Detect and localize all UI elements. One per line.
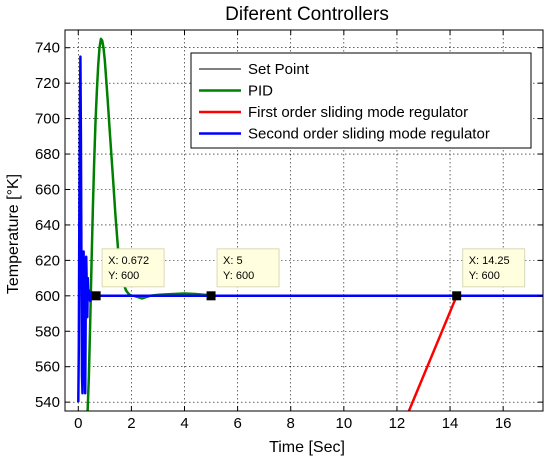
datatip-x-text: X: 14.25 bbox=[469, 255, 510, 267]
datatip-y-text: Y: 600 bbox=[469, 270, 500, 282]
axis-ticks: 0 2 4 6 8 10 12 14 16 540 560 580 600 620 640 660 680 700… bbox=[35, 30, 543, 432]
legend-box bbox=[190, 52, 532, 149]
plot-frame bbox=[64, 29, 544, 412]
x-tick-label: 6 bbox=[233, 415, 241, 432]
x-tick-label: 0 bbox=[74, 415, 82, 432]
datatips: X: 0.672 Y: 600 X: 5 Y: 600 X: 14.25 Y: 600 bbox=[101, 248, 526, 288]
datatip-markers bbox=[91, 291, 462, 301]
x-tick-label: 4 bbox=[180, 415, 188, 432]
series-line-2 bbox=[407, 295, 458, 411]
x-tick-label: 12 bbox=[389, 415, 406, 432]
y-tick-label: 640 bbox=[35, 217, 60, 234]
legend-label-3: Second order sliding mode regulator bbox=[248, 126, 490, 143]
y-tick-label: 680 bbox=[35, 146, 60, 163]
y-tick-label: 600 bbox=[35, 288, 60, 305]
datatip-x-text: X: 0.672 bbox=[108, 255, 149, 267]
y-tick-label: 660 bbox=[35, 181, 60, 198]
datatip-marker bbox=[452, 291, 462, 301]
y-tick-label: 620 bbox=[35, 252, 60, 269]
datatip-y-text: Y: 600 bbox=[108, 270, 139, 282]
x-tick-label: 8 bbox=[287, 415, 295, 432]
y-axis-label: Temperature [°K] bbox=[5, 174, 22, 294]
series-line-3 bbox=[77, 55, 543, 403]
legend-label-1: PID bbox=[248, 83, 273, 100]
datatip-y-text: Y: 600 bbox=[223, 270, 254, 282]
y-tick-label: 540 bbox=[35, 394, 60, 411]
datatip-box bbox=[462, 248, 526, 288]
x-axis-label: Time [Sec] bbox=[269, 439, 345, 456]
chart-title: Diferent Controllers bbox=[225, 4, 389, 25]
y-tick-label: 560 bbox=[35, 359, 60, 376]
y-tick-label: 740 bbox=[35, 40, 60, 57]
legend-label-2: First order sliding mode regulator bbox=[248, 104, 468, 121]
x-tick-label: 2 bbox=[127, 415, 135, 432]
x-tick-label: 16 bbox=[495, 415, 512, 432]
legend-label-0: Set Point bbox=[248, 61, 310, 78]
legend: Set Point PID First order sliding mode reg… bbox=[190, 52, 532, 149]
datatip-marker bbox=[91, 291, 101, 301]
datatip-x-text: X: 5 bbox=[223, 255, 243, 267]
y-tick-label: 720 bbox=[35, 75, 60, 92]
x-tick-label: 10 bbox=[335, 415, 352, 432]
x-tick-label: 14 bbox=[442, 415, 459, 432]
datatip-box bbox=[101, 248, 165, 288]
y-tick-label: 580 bbox=[35, 323, 60, 340]
datatip-box bbox=[216, 248, 280, 288]
datatip-marker bbox=[206, 291, 216, 301]
y-tick-label: 700 bbox=[35, 111, 60, 128]
